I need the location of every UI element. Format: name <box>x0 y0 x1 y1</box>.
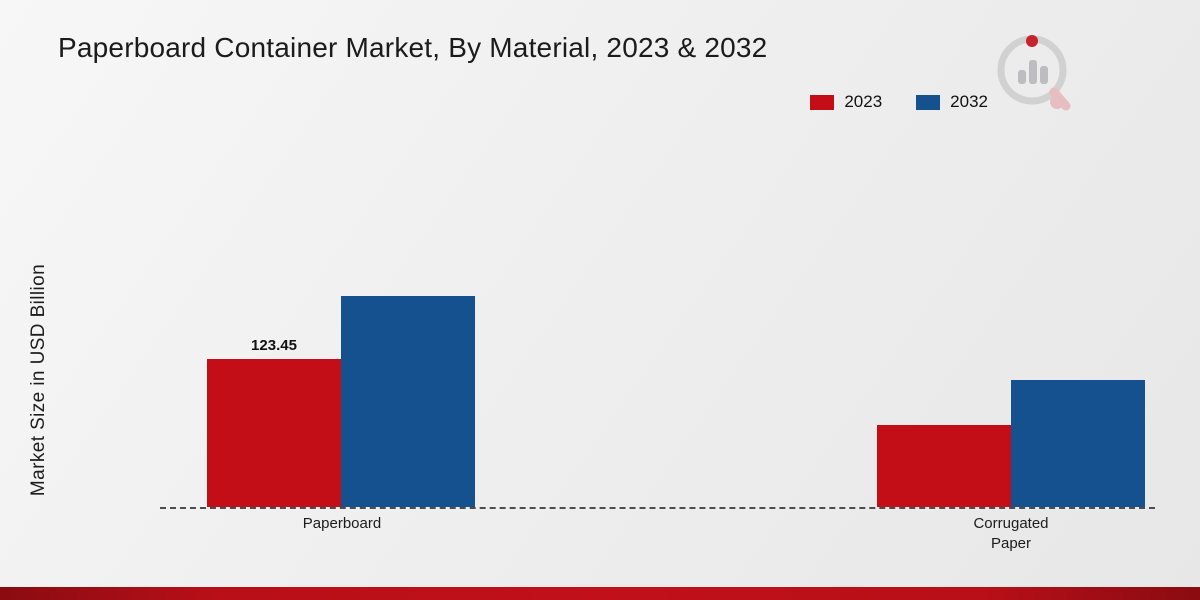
bar-2023-corrugated-paper <box>877 425 1011 507</box>
bar-group-paperboard: 123.45 <box>207 296 475 507</box>
legend: 2023 2032 <box>810 92 988 112</box>
legend-swatch-2032-icon <box>916 94 941 110</box>
category-label-paperboard: Paperboard <box>302 515 382 532</box>
footer-accent-bar <box>0 587 1200 600</box>
legend-label-2023: 2023 <box>844 92 883 111</box>
legend-item-2032: 2032 <box>916 92 988 112</box>
bar-2032-corrugated-paper <box>1011 380 1145 507</box>
plot-area: 123.45 <box>165 267 1150 507</box>
bar-2032-paperboard <box>341 296 475 507</box>
x-axis-baseline <box>160 507 1155 509</box>
y-axis-label: Market Size in USD Billion <box>28 263 49 497</box>
legend-item-2023: 2023 <box>810 92 882 112</box>
legend-label-2032: 2032 <box>950 92 988 111</box>
bar-group-corrugated-paper <box>877 380 1145 507</box>
bar-value-label: 123.45 <box>251 337 297 354</box>
legend-swatch-2023-icon <box>810 94 835 110</box>
bar-2023-paperboard: 123.45 <box>207 337 341 507</box>
chart-title: Paperboard Container Market, By Material… <box>58 32 768 63</box>
category-label-corrugated-paper: Corrugated Paper <box>973 515 1049 553</box>
brand-logo-icon <box>990 28 1080 118</box>
